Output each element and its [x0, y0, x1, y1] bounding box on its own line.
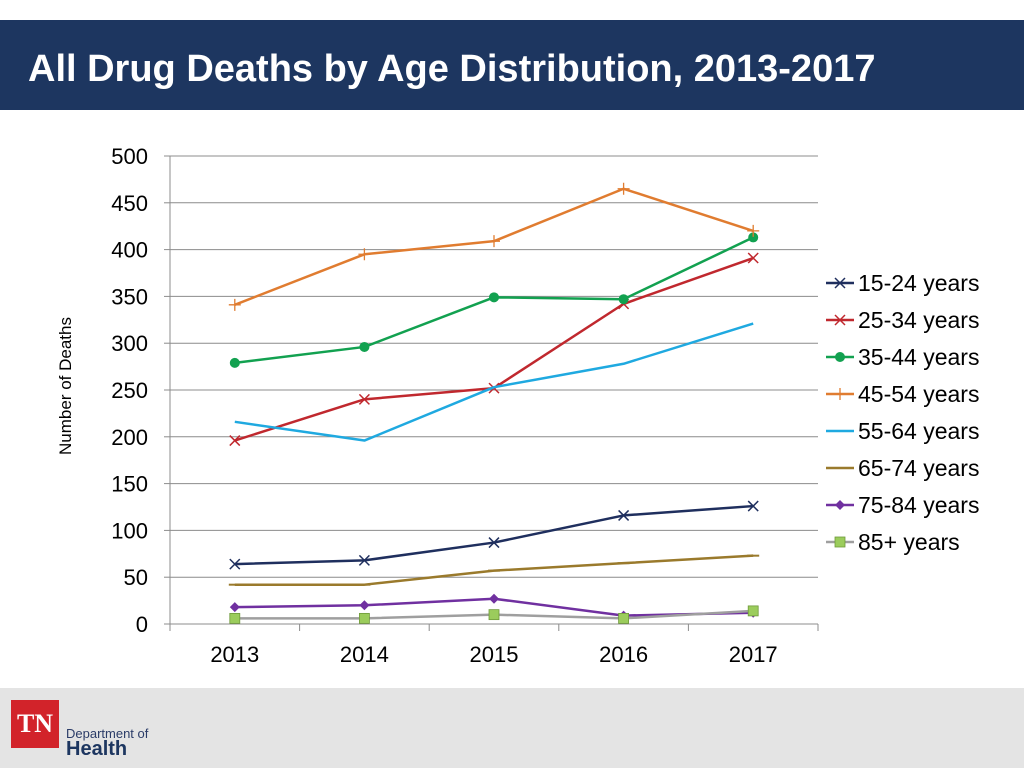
data-point-75-84-years-2015: [489, 593, 499, 604]
y-tick-label-350: 350: [111, 284, 148, 309]
y-tick-label-100: 100: [111, 518, 148, 543]
legend-label-45-54-years: 45-54 years: [858, 381, 979, 407]
data-point-85-years-2013: [229, 612, 241, 624]
y-tick-label-400: 400: [111, 238, 148, 263]
series-35-44-years: [229, 232, 759, 368]
legend-item-65-74-years: 65-74 years: [826, 455, 979, 481]
data-point-25-34-years-2017: [747, 252, 759, 264]
data-point-85-years-2016: [618, 612, 629, 624]
series-55-64-years: [234, 322, 754, 442]
data-point-85-years-2017: [747, 605, 759, 617]
legend-marker-35-44-years: [835, 352, 845, 362]
y-axis-title: Number of Deaths: [56, 317, 75, 455]
x-tick-label-2013: 2013: [210, 642, 259, 667]
title-bar: [0, 20, 1024, 110]
data-point-35-44-years-2014: [359, 341, 370, 352]
x-tick-label-2015: 2015: [470, 642, 519, 667]
legend-label-55-64-years: 55-64 years: [858, 418, 979, 444]
data-point-25-34-years-2013: [229, 435, 241, 447]
legend-item-45-54-years: 45-54 years: [826, 381, 979, 407]
legend-item-55-64-years: 55-64 years: [826, 418, 979, 444]
data-point-45-54-years-2017: [747, 224, 760, 237]
series-line-55-64-years: [234, 322, 754, 442]
y-tick-label-250: 250: [111, 378, 148, 403]
series-line-15-24-years: [234, 504, 754, 566]
data-point-75-84-years-2014: [359, 600, 370, 611]
legend-item-25-34-years: 25-34 years: [826, 307, 979, 333]
page-title: All Drug Deaths by Age Distribution, 201…: [28, 48, 876, 90]
data-point-35-44-years-2015: [489, 292, 499, 303]
legend-label-85-years: 85+ years: [858, 529, 960, 555]
legend-label-65-74-years: 65-74 years: [858, 455, 979, 481]
legend-item-75-84-years: 75-84 years: [826, 492, 979, 518]
series-15-24-years: [229, 500, 759, 570]
data-point-45-54-years-2016: [617, 182, 630, 195]
series-line-25-34-years: [234, 256, 754, 442]
legend-marker-15-24-years: [834, 277, 846, 289]
legend-label-35-44-years: 35-44 years: [858, 344, 979, 370]
data-point-85-years-2014: [358, 612, 370, 624]
data-point-35-44-years-2016: [618, 294, 629, 305]
data-point-35-44-years-2017: [748, 232, 759, 243]
logo-health-text: Health: [66, 738, 128, 760]
y-tick-label-450: 450: [111, 191, 148, 216]
data-point-45-54-years-2014: [358, 248, 371, 261]
footer: TN Department of Health: [0, 688, 1024, 768]
legend-marker-75-84-years: [835, 500, 845, 510]
data-point-45-54-years-2013: [228, 298, 241, 311]
legend-marker-85-years: [834, 536, 846, 548]
data-point-35-44-years-2013: [229, 357, 240, 368]
y-tick-label-150: 150: [111, 472, 148, 497]
legend-label-15-24-years: 15-24 years: [858, 270, 979, 296]
data-point-25-34-years-2014: [358, 393, 370, 405]
legend-marker-25-34-years: [834, 314, 846, 326]
legend-label-25-34-years: 25-34 years: [858, 307, 979, 333]
data-point-75-84-years-2013: [229, 602, 240, 613]
legend-item-35-44-years: 35-44 years: [826, 344, 979, 370]
data-point-45-54-years-2015: [488, 235, 500, 248]
legend-item-15-24-years: 15-24 years: [826, 270, 979, 296]
y-tick-label-300: 300: [111, 331, 148, 356]
data-point-15-24-years-2016: [618, 509, 630, 521]
data-point-15-24-years-2014: [358, 554, 370, 566]
x-tick-label-2017: 2017: [729, 642, 778, 667]
y-tick-label-500: 500: [111, 144, 148, 169]
y-tick-label-50: 50: [124, 565, 148, 590]
series-85-years: [229, 605, 759, 624]
series-45-54-years: [228, 182, 760, 311]
legend-label-75-84-years: 75-84 years: [858, 492, 979, 518]
x-tick-label-2016: 2016: [599, 642, 648, 667]
series-65-74-years: [228, 554, 760, 586]
data-point-15-24-years-2017: [747, 500, 759, 512]
x-tick-label-2014: 2014: [340, 642, 389, 667]
tn-logo: TN: [11, 700, 59, 748]
data-point-15-24-years-2013: [229, 558, 241, 570]
data-point-85-years-2015: [488, 609, 500, 621]
data-point-15-24-years-2015: [488, 537, 500, 549]
legend-item-85-years: 85+ years: [826, 529, 960, 555]
y-tick-label-200: 200: [111, 425, 148, 450]
legend-marker-45-54-years: [834, 388, 846, 400]
y-tick-label-0: 0: [136, 612, 148, 637]
series-25-34-years: [229, 252, 759, 447]
logo-department-text: Department of: [66, 726, 149, 741]
line-chart: 0 50 100 150 200 250 300 350 400 450 500 2013 2014 20…: [56, 144, 979, 667]
